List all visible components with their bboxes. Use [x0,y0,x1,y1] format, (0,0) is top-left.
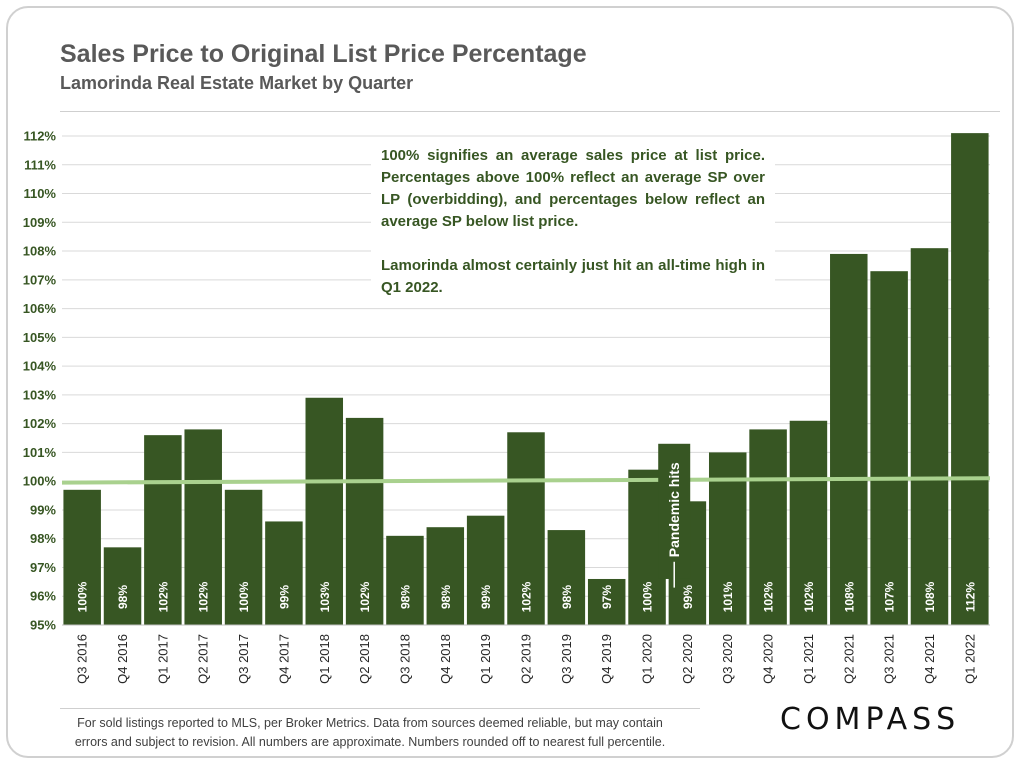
y-tick-label: 103% [23,387,57,402]
bar [951,133,989,625]
bar [386,535,424,625]
y-tick-label: 102% [23,416,57,431]
bar [305,397,344,625]
x-tick-label: Q4 2018 [438,634,453,684]
bar-data-label: 97% [600,585,614,609]
footnote-line-2: errors and subject to revision. All numb… [74,735,666,749]
bar-data-label: 103% [318,581,332,612]
bar-data-label: 102% [520,581,534,612]
bar-data-label: 98% [116,585,130,609]
x-tick-label: Q4 2020 [761,634,776,684]
y-tick-label: 112% [23,129,56,144]
x-tick-label: Q4 2019 [599,634,614,684]
y-tick-label: 98% [30,531,56,546]
x-tick-label: Q2 2017 [196,634,211,684]
x-tick-label: Q1 2019 [478,634,493,684]
footer-divider [60,708,700,709]
bar [749,429,787,625]
x-tick-label: Q2 2020 [680,634,695,684]
bar-data-label: 98% [398,585,412,609]
bar-data-label: 101% [721,581,735,612]
bar-data-label: 108% [923,581,937,612]
bar [265,521,303,625]
compass-logo: COMPASS [780,702,961,737]
bar [547,530,586,625]
x-tick-label: Q2 2021 [841,634,856,684]
bar-data-label: 99% [681,585,695,609]
y-tick-label: 99% [30,502,56,517]
bar-data-label: 102% [802,581,816,612]
bar [870,271,908,625]
note-paragraph-1: 100% signifies an average sales price at… [381,147,765,230]
y-tick-label: 100% [23,474,57,489]
annotation-bar [658,443,691,579]
x-tick-label: Q3 2017 [236,634,251,684]
bar-data-label: 98% [439,585,453,609]
x-tick-label: Q2 2018 [357,634,372,684]
chart-subtitle: Lamorinda Real Estate Market by Quarter [60,73,414,93]
bar [587,578,626,625]
y-tick-label: 105% [23,330,57,345]
bar-data-label: 102% [358,581,372,612]
x-tick-label: Q3 2016 [75,634,90,684]
y-tick-label: 104% [23,359,57,374]
y-tick-label: 110% [23,186,56,201]
y-tick-label: 95% [30,618,56,633]
x-tick-label: Q1 2017 [155,634,170,684]
x-tick-label: Q3 2020 [720,634,735,684]
bar-data-label: 99% [277,585,291,609]
bar [789,420,828,625]
bar-data-label: 102% [762,581,776,612]
x-tick-label: Q3 2019 [559,634,574,684]
x-tick-label: Q4 2016 [115,634,130,684]
annotation-label: Pandemic hits [666,462,682,557]
x-tick-label: Q1 2018 [317,634,332,684]
bar [224,489,263,625]
bar [345,417,384,625]
x-tick-label: Q3 2018 [397,634,412,684]
y-tick-label: 106% [23,301,57,316]
y-tick-label: 97% [30,560,56,575]
bar-data-label: 100% [641,581,655,612]
bar [426,527,465,625]
bar-data-label: 99% [479,585,493,609]
y-tick-label: 107% [23,272,57,287]
y-tick-label: 109% [23,215,57,230]
footnote-line-1: For sold listings reported to MLS, per B… [77,716,663,730]
bar-data-label: 112% [963,582,977,612]
x-tick-label: Q1 2022 [962,634,977,684]
source-footnote: For sold listings reported to MLS, per B… [30,714,710,752]
note-paragraph-2: Lamorinda almost certainly just hit an a… [381,257,765,296]
bar-data-label: 107% [883,581,897,612]
bar [507,432,545,625]
explanation-note: 100% signifies an average sales price at… [371,140,775,303]
y-tick-label: 111% [24,157,56,172]
x-tick-label: Q2 2019 [519,634,534,684]
bar-data-label: 100% [237,581,251,612]
x-tick-label: Q4 2021 [922,634,937,684]
x-tick-label: Q1 2021 [801,634,816,684]
trend-line [61,476,991,485]
bar [144,435,182,625]
x-tick-label: Q4 2017 [276,634,291,684]
x-tick-label: Q3 2021 [882,634,897,684]
header-divider [60,111,1000,112]
bar [466,515,505,625]
bar [63,489,101,625]
bar-data-label: 100% [76,581,90,612]
bar-data-label: 102% [156,581,170,612]
y-tick-label: 101% [23,445,57,460]
bar [184,429,222,625]
bar-data-label: 108% [842,581,856,612]
bar-data-label: 102% [197,581,211,612]
y-tick-label: 108% [23,244,57,259]
bar [830,253,868,625]
bar-data-label: 98% [560,585,574,609]
bar [103,547,142,625]
bar [910,248,949,625]
chart-title: Sales Price to Original List Price Perce… [60,40,587,68]
x-tick-label: Q1 2020 [640,634,655,684]
y-tick-label: 96% [30,589,56,604]
